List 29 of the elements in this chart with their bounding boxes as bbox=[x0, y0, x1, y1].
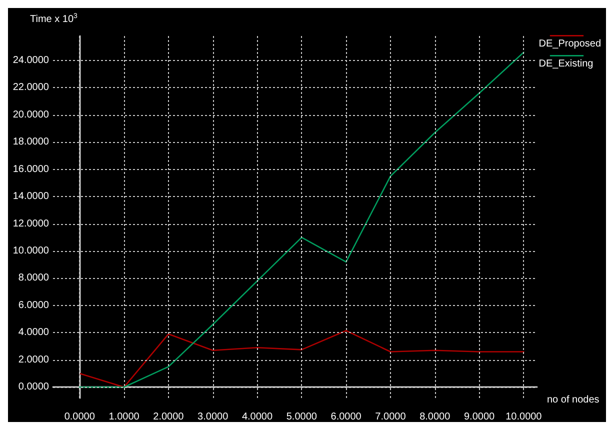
x-tick-label: 10.0000 bbox=[506, 412, 542, 422]
x-tick-label: 1.0000 bbox=[108, 412, 140, 422]
x-tick-label: 8.0000 bbox=[420, 412, 451, 422]
y-tick-label: 6.0000 bbox=[18, 300, 50, 311]
y-tick-label: 0.0000 bbox=[18, 382, 50, 393]
x-tick-label: 9.0000 bbox=[464, 412, 496, 422]
y-tick-label: 4.0000 bbox=[18, 327, 50, 338]
y-tick-label: 24.0000 bbox=[12, 54, 50, 66]
x-tick-label: 5.0000 bbox=[286, 412, 318, 422]
x-axis-title: no of nodes bbox=[547, 394, 600, 406]
y-tick-label: 8.0000 bbox=[18, 272, 50, 284]
x-tick-label: 2.0000 bbox=[153, 412, 184, 422]
x-tick-label: 7.0000 bbox=[375, 412, 406, 422]
line-series bbox=[78, 52, 524, 388]
x-tick-label: 4.0000 bbox=[242, 412, 273, 422]
y-tick-label: 18.0000 bbox=[12, 136, 50, 148]
x-tick-label: 0.0000 bbox=[64, 412, 96, 422]
y-tick-label: 22.0000 bbox=[12, 82, 50, 94]
y-tick-label: 2.0000 bbox=[18, 354, 50, 366]
line-series bbox=[78, 330, 524, 388]
y-tick-label: 14.0000 bbox=[12, 191, 50, 202]
y-tick-label: 12.0000 bbox=[12, 218, 50, 230]
y-tick-label: 10.0000 bbox=[12, 246, 50, 257]
x-tick-label: 3.0000 bbox=[198, 412, 229, 422]
legend-label: DE_Proposed bbox=[538, 38, 602, 50]
legend-label: DE_Existing bbox=[538, 58, 594, 70]
x-tick-label: 6.0000 bbox=[330, 412, 362, 422]
y-tick-label: 16.0000 bbox=[12, 164, 50, 175]
y-tick-label: 20.0000 bbox=[12, 109, 50, 120]
